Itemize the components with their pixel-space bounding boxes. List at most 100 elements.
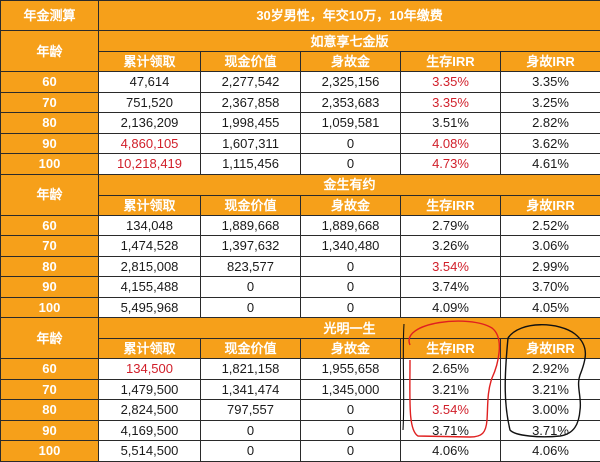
value-cell: 2,824,500 xyxy=(99,400,201,421)
age-cell: 90 xyxy=(1,277,99,298)
value-cell: 5,495,968 xyxy=(99,297,201,318)
value-cell: 47,614 xyxy=(99,72,201,93)
age-cell: 90 xyxy=(1,133,99,154)
value-cell: 2,367,858 xyxy=(201,92,301,113)
value-cell: 4,860,105 xyxy=(99,133,201,154)
value-cell: 3.54% xyxy=(401,256,501,277)
age-cell: 60 xyxy=(1,72,99,93)
value-cell: 3.71% xyxy=(401,420,501,441)
column-header: 现金价值 xyxy=(201,195,301,215)
value-cell: 2,353,683 xyxy=(301,92,401,113)
value-cell: 0 xyxy=(301,297,401,318)
age-cell: 70 xyxy=(1,379,99,400)
product-name: 光明一生 xyxy=(99,318,600,339)
value-cell: 0 xyxy=(301,277,401,298)
age-column-label: 年龄 xyxy=(1,174,99,215)
value-cell: 0 xyxy=(301,154,401,175)
value-cell: 0 xyxy=(301,400,401,421)
value-cell: 1,115,456 xyxy=(201,154,301,175)
value-cell: 1,474,528 xyxy=(99,236,201,257)
value-cell: 1,397,632 xyxy=(201,236,301,257)
age-cell: 100 xyxy=(1,441,99,462)
value-cell: 5,514,500 xyxy=(99,441,201,462)
value-cell: 4.06% xyxy=(501,441,600,462)
value-cell: 3.74% xyxy=(401,277,501,298)
section-header-row: 年龄金生有约 xyxy=(1,174,600,195)
value-cell: 751,520 xyxy=(99,92,201,113)
product-name: 金生有约 xyxy=(99,174,600,195)
value-cell: 3.35% xyxy=(501,72,600,93)
column-header: 生存IRR xyxy=(401,339,501,359)
age-column-label: 年龄 xyxy=(1,31,99,72)
value-cell: 2,136,209 xyxy=(99,113,201,134)
value-cell: 134,500 xyxy=(99,359,201,380)
value-cell: 3.06% xyxy=(501,236,600,257)
value-cell: 0 xyxy=(201,441,301,462)
age-column-label: 年龄 xyxy=(1,318,99,359)
value-cell: 3.70% xyxy=(501,277,600,298)
value-cell: 0 xyxy=(301,420,401,441)
value-cell: 1,341,474 xyxy=(201,379,301,400)
value-cell: 3.62% xyxy=(501,133,600,154)
value-cell: 3.35% xyxy=(401,92,501,113)
corner-label: 年金测算 xyxy=(1,1,99,31)
value-cell: 0 xyxy=(301,441,401,462)
value-cell: 4.06% xyxy=(401,441,501,462)
value-cell: 4.08% xyxy=(401,133,501,154)
value-cell: 823,577 xyxy=(201,256,301,277)
value-cell: 797,557 xyxy=(201,400,301,421)
column-header: 身故IRR xyxy=(501,52,600,72)
value-cell: 4.61% xyxy=(501,154,600,175)
age-cell: 60 xyxy=(1,359,99,380)
value-cell: 3.35% xyxy=(401,72,501,93)
table-title: 30岁男性，年交10万，10年缴费 xyxy=(99,1,600,31)
column-header: 累计领取 xyxy=(99,195,201,215)
value-cell: 0 xyxy=(201,420,301,441)
age-cell: 60 xyxy=(1,215,99,236)
value-cell: 2.79% xyxy=(401,215,501,236)
value-cell: 4.05% xyxy=(501,297,600,318)
value-cell: 3.21% xyxy=(401,379,501,400)
value-cell: 2,277,542 xyxy=(201,72,301,93)
column-header: 身故IRR xyxy=(501,339,600,359)
value-cell: 3.25% xyxy=(501,92,600,113)
value-cell: 3.51% xyxy=(401,113,501,134)
value-cell: 3.54% xyxy=(401,400,501,421)
value-cell: 0 xyxy=(201,277,301,298)
column-header: 生存IRR xyxy=(401,195,501,215)
value-cell: 0 xyxy=(301,256,401,277)
column-header: 身故IRR xyxy=(501,195,600,215)
value-cell: 1,998,455 xyxy=(201,113,301,134)
product-name: 如意享七金版 xyxy=(99,31,600,52)
column-header: 现金价值 xyxy=(201,339,301,359)
value-cell: 1,059,581 xyxy=(301,113,401,134)
value-cell: 4,169,500 xyxy=(99,420,201,441)
age-cell: 70 xyxy=(1,92,99,113)
value-cell: 3.00% xyxy=(501,400,600,421)
column-header: 身故金 xyxy=(301,52,401,72)
value-cell: 1,479,500 xyxy=(99,379,201,400)
section-header-row: 年龄光明一生 xyxy=(1,318,600,339)
value-cell: 1,821,158 xyxy=(201,359,301,380)
age-cell: 100 xyxy=(1,154,99,175)
value-cell: 1,607,311 xyxy=(201,133,301,154)
age-cell: 90 xyxy=(1,420,99,441)
value-cell: 4.73% xyxy=(401,154,501,175)
value-cell: 2.99% xyxy=(501,256,600,277)
value-cell: 2.92% xyxy=(501,359,600,380)
column-header: 现金价值 xyxy=(201,52,301,72)
column-header: 生存IRR xyxy=(401,52,501,72)
